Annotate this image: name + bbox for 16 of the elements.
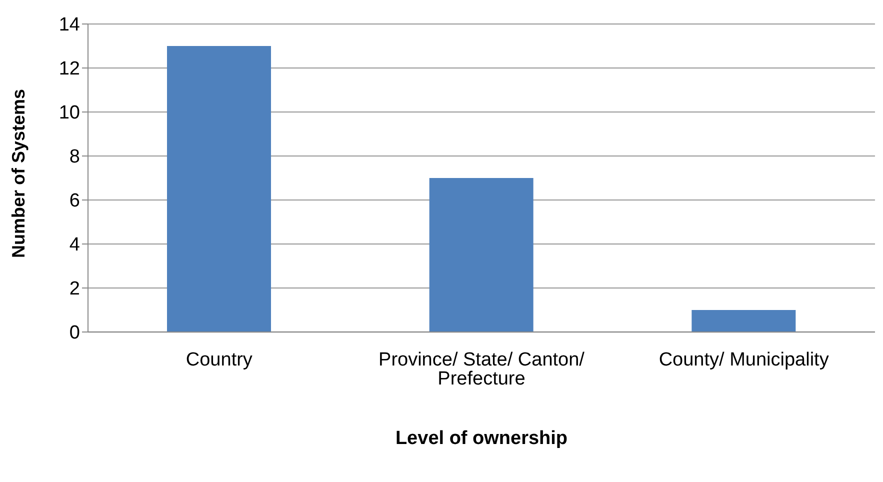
- bar: [429, 178, 534, 332]
- y-tick-label: 0: [69, 322, 80, 344]
- x-axis-title: Level of ownership: [395, 428, 568, 449]
- y-tick-label: 10: [58, 102, 80, 124]
- y-tick-label: 4: [69, 234, 80, 256]
- y-tick-label: 14: [58, 14, 80, 36]
- x-tick-label: Country: [186, 349, 253, 370]
- x-tick-label: County/ Municipality: [658, 349, 830, 370]
- y-tick-label: 2: [69, 278, 80, 300]
- bar: [692, 310, 796, 332]
- y-axis-title: Number of Systems: [8, 88, 28, 258]
- y-tick-label: 6: [69, 190, 80, 212]
- bar: [167, 46, 271, 332]
- x-tick-label: Province/ State/ Canton/ Prefecture: [378, 349, 586, 390]
- y-tick-label: 8: [69, 146, 80, 168]
- y-tick-label: 12: [58, 58, 80, 80]
